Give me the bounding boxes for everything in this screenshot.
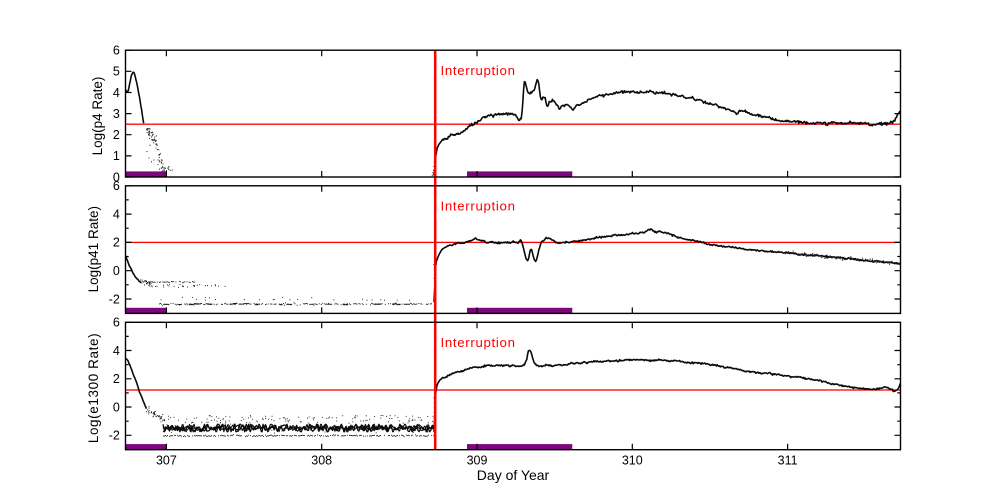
svg-text:6: 6 xyxy=(113,316,120,330)
svg-text:Day of Year: Day of Year xyxy=(477,467,550,483)
svg-text:Log(p4 Rate): Log(p4 Rate) xyxy=(90,77,105,156)
svg-text:3: 3 xyxy=(113,107,120,121)
svg-text:Log(p41 Rate): Log(p41 Rate) xyxy=(86,206,101,292)
svg-text:309: 309 xyxy=(467,453,488,467)
svg-text:2: 2 xyxy=(113,372,120,386)
svg-text:310: 310 xyxy=(622,453,643,467)
svg-text:4: 4 xyxy=(113,344,120,358)
svg-text:2: 2 xyxy=(113,128,120,142)
svg-text:5: 5 xyxy=(113,65,120,79)
svg-text:6: 6 xyxy=(113,179,120,193)
svg-text:1: 1 xyxy=(113,149,120,163)
svg-text:4: 4 xyxy=(113,207,120,221)
svg-text:0: 0 xyxy=(113,170,120,184)
svg-text:-2: -2 xyxy=(109,292,120,306)
svg-text:6: 6 xyxy=(113,44,120,58)
svg-text:Interruption: Interruption xyxy=(441,198,516,213)
svg-text:308: 308 xyxy=(311,453,332,467)
svg-text:Interruption: Interruption xyxy=(441,335,516,350)
svg-text:4: 4 xyxy=(113,86,120,100)
svg-text:311: 311 xyxy=(778,453,798,467)
svg-text:Interruption: Interruption xyxy=(441,63,516,78)
svg-text:307: 307 xyxy=(156,453,177,467)
svg-text:2: 2 xyxy=(113,236,120,250)
svg-text:0: 0 xyxy=(113,264,120,278)
svg-text:Log(e1300 Rate): Log(e1300 Rate) xyxy=(86,333,101,443)
svg-text:0: 0 xyxy=(113,400,120,414)
svg-text:-2: -2 xyxy=(109,429,120,443)
